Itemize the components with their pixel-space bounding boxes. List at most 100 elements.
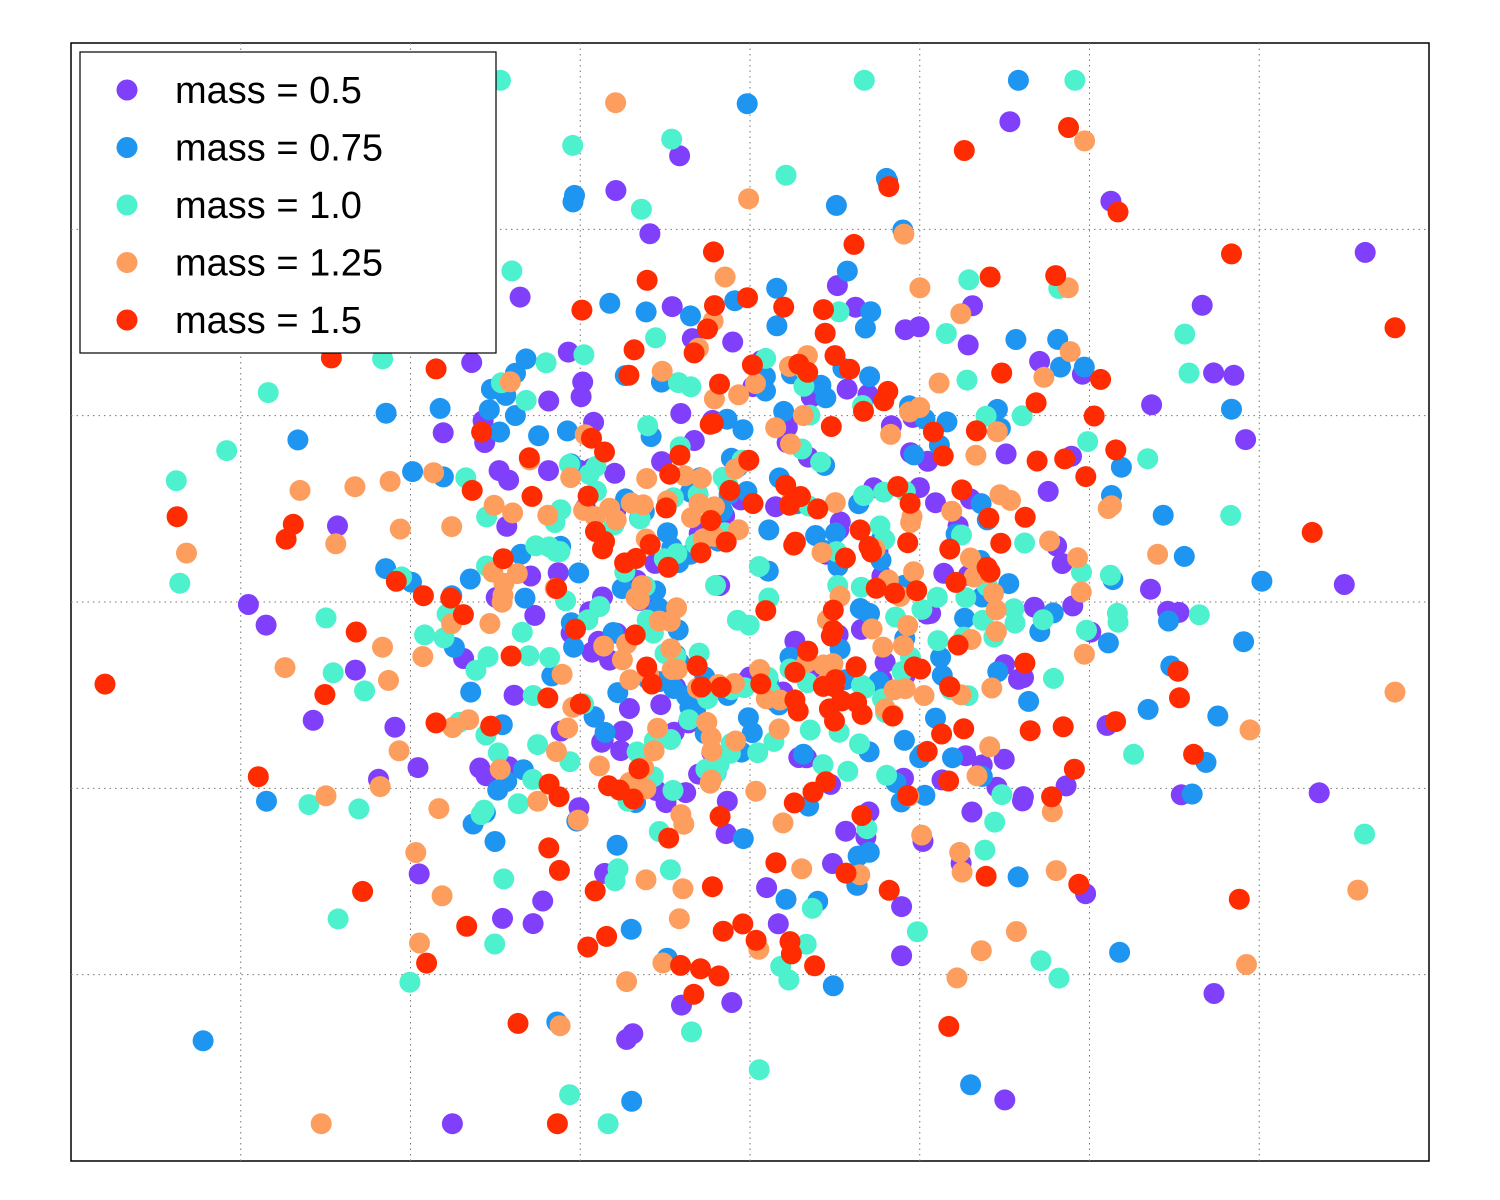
scatter-point [412, 585, 434, 607]
scatter-point [289, 479, 311, 501]
scatter-point [573, 344, 595, 366]
scatter-point [887, 476, 909, 497]
scatter-point [623, 339, 645, 361]
scatter-point [521, 485, 543, 507]
scatter-point [748, 556, 770, 577]
scatter-point [668, 908, 690, 930]
scatter-point [372, 636, 393, 658]
scatter-point [985, 599, 1007, 621]
scatter-point [823, 676, 845, 698]
scatter-point [1077, 431, 1099, 453]
scatter-point [960, 1074, 982, 1096]
scatter-point [348, 798, 370, 820]
scatter-point [939, 676, 961, 698]
scatter-point [1005, 329, 1027, 350]
scatter-point [1203, 362, 1225, 384]
scatter-point [686, 655, 708, 677]
scatter-point [951, 861, 973, 883]
scatter-point [836, 378, 858, 400]
scatter-point [836, 260, 858, 282]
scatter-point [700, 510, 722, 531]
scatter-point [1097, 498, 1119, 519]
scatter-point [1384, 681, 1406, 703]
scatter-point [737, 707, 759, 729]
scatter-point [900, 512, 922, 533]
scatter-point [282, 513, 304, 535]
scatter-point [314, 684, 336, 705]
scatter-point [853, 69, 875, 91]
scatter-point [911, 598, 933, 620]
scatter-point [431, 885, 453, 907]
scatter-point [546, 1113, 568, 1135]
scatter-point [473, 799, 495, 821]
scatter-point [891, 896, 913, 918]
scatter-point [399, 971, 421, 993]
scatter-point [928, 372, 950, 394]
scatter-point [914, 784, 936, 806]
scatter-point [549, 1015, 571, 1037]
scatter-point [500, 645, 522, 667]
scatter-point [518, 645, 540, 667]
scatter-point [925, 707, 946, 729]
scatter-point [669, 145, 691, 167]
scatter-point [192, 1030, 214, 1052]
scatter-point [935, 323, 957, 344]
series-4 [94, 117, 1406, 1135]
scatter-point [681, 1021, 702, 1043]
scatter-point [1007, 866, 1029, 888]
scatter-point [216, 440, 238, 462]
scatter-point [557, 717, 579, 739]
scatter-point [680, 305, 701, 327]
scatter-point [385, 570, 407, 592]
scatter-point [745, 929, 767, 951]
scatter-point [775, 474, 797, 496]
scatter-point [893, 223, 915, 245]
scatter-point [501, 260, 523, 282]
scatter-point [1014, 506, 1036, 528]
scatter-point [480, 715, 502, 737]
legend-label: mass = 0.75 [175, 128, 383, 170]
scatter-point [527, 734, 549, 756]
scatter-point [571, 299, 593, 321]
scatter-point [345, 621, 367, 643]
scatter-point [414, 624, 436, 646]
scatter-point [766, 315, 788, 337]
scatter-point [1041, 801, 1063, 823]
scatter-point [775, 164, 797, 186]
scatter-point [1011, 405, 1033, 427]
scatter-point [925, 492, 946, 514]
scatter-point [690, 676, 712, 698]
scatter-point [662, 779, 684, 801]
scatter-point [748, 1059, 770, 1081]
scatter-point [538, 837, 560, 859]
scatter-point [621, 1090, 643, 1112]
scatter-point [981, 677, 1003, 699]
scatter-point [1207, 705, 1229, 727]
scatter-point [849, 519, 871, 541]
scatter-point [792, 405, 814, 426]
scatter-point [557, 341, 579, 363]
scatter-point [1228, 888, 1250, 910]
scatter-point [1075, 466, 1097, 488]
scatter-point [736, 93, 758, 115]
scatter-point [737, 287, 758, 309]
scatter-point [492, 548, 514, 570]
scatter-point [883, 679, 905, 701]
legend-marker [116, 194, 138, 216]
scatter-point [1048, 967, 1070, 989]
scatter-point [1090, 368, 1112, 390]
scatter-point [765, 852, 787, 874]
legend-label: mass = 1.25 [175, 243, 383, 285]
scatter-point [956, 369, 978, 391]
scatter-point [950, 303, 972, 325]
scatter-point [661, 659, 683, 680]
scatter-point [805, 525, 827, 546]
scatter-point [619, 669, 641, 691]
scatter-point [408, 863, 430, 885]
scatter-point [995, 443, 1017, 465]
scatter-point [402, 461, 424, 483]
scatter-point [846, 691, 868, 713]
scatter-point [616, 1028, 638, 1050]
data-points [94, 69, 1406, 1135]
scatter-point [719, 479, 741, 501]
